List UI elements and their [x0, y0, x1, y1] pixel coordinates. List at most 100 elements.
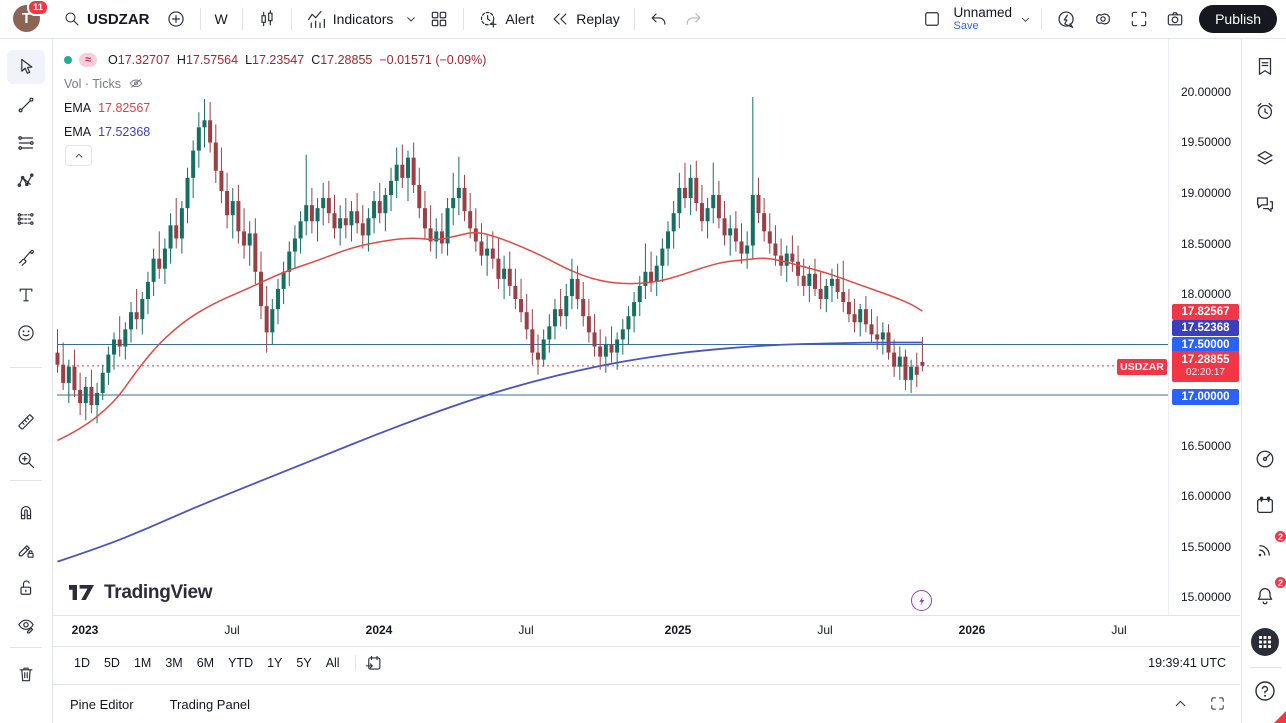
- object-tree-button[interactable]: [1249, 142, 1281, 174]
- go-to-date-button[interactable]: [364, 654, 383, 673]
- bar-countdown: 02:20:17: [1186, 367, 1225, 379]
- compare-add-symbol-button[interactable]: [158, 4, 194, 34]
- pine-editor-tab[interactable]: Pine Editor: [70, 696, 134, 712]
- pattern-tool-button[interactable]: [7, 164, 45, 198]
- range-6m[interactable]: 6M: [196, 656, 215, 670]
- range-5d[interactable]: 5D: [103, 656, 120, 670]
- layout-name: Unnamed: [953, 4, 1013, 20]
- indicators-button[interactable]: Indicators: [298, 4, 402, 34]
- hotlists-button[interactable]: [1249, 443, 1281, 475]
- expand-panel-button[interactable]: [1172, 695, 1189, 712]
- toolbar-divider: [10, 367, 42, 368]
- maximize-panel-button[interactable]: [1209, 695, 1226, 712]
- redo-button[interactable]: [676, 4, 711, 34]
- remove-drawings-button[interactable]: [7, 657, 45, 691]
- range-3m[interactable]: 3M: [165, 656, 183, 670]
- watchlist-button[interactable]: [1249, 50, 1281, 82]
- tradingview-watermark[interactable]: TradingView: [68, 581, 213, 604]
- ohlc-row[interactable]: ≈ O17.32707 H17.57564 L17.23547 C17.2885…: [64, 49, 486, 70]
- ema-blue-row[interactable]: EMA 17.52368: [64, 121, 486, 142]
- layout-manager-button[interactable]: [914, 4, 950, 34]
- price-axis[interactable]: 20.00000 19.50000 19.00000 18.50000 18.0…: [1168, 39, 1240, 615]
- layout-dropdown-arrow[interactable]: [1016, 4, 1035, 34]
- close-label: C: [311, 52, 321, 67]
- magnet-tool-button[interactable]: [7, 495, 45, 529]
- hide-drawings-button[interactable]: [7, 609, 45, 643]
- legend-collapse-button[interactable]: [65, 145, 92, 166]
- notifications-button[interactable]: 2: [1249, 575, 1286, 612]
- replay-button[interactable]: Replay: [542, 4, 628, 34]
- toolbar-divider: [633, 8, 635, 30]
- trend-line-tool-button[interactable]: [7, 88, 45, 122]
- watchlist-icon: [1258, 58, 1272, 75]
- range-all[interactable]: All: [325, 656, 340, 670]
- gear-icon: [1093, 9, 1113, 29]
- zoom-in-tool-button[interactable]: [7, 443, 45, 477]
- corner-notification-flag: [1274, 711, 1286, 723]
- eye-off-icon[interactable]: [128, 76, 144, 92]
- drawing-toolbar: [0, 39, 53, 723]
- ema-red-row[interactable]: EMA 17.82567: [64, 97, 486, 118]
- measure-tool-button[interactable]: [7, 405, 45, 439]
- ema-red-label: EMA: [64, 100, 92, 115]
- utc-clock[interactable]: 19:39:41 UTC: [1148, 656, 1226, 670]
- cursor-tool-button[interactable]: [7, 50, 45, 84]
- calendar-icon: [1257, 496, 1273, 513]
- last-price-label: 17.28855 02:20:17: [1172, 351, 1239, 382]
- symbol-search-button[interactable]: USDZAR: [55, 4, 158, 34]
- projection-tool-button[interactable]: [7, 202, 45, 236]
- emoji-tool-button[interactable]: [7, 316, 45, 350]
- alarm-clock-icon: [1257, 103, 1273, 119]
- alerts-panel-button[interactable]: [1249, 95, 1281, 127]
- price-tick: 15.00000: [1180, 590, 1231, 604]
- volume-row[interactable]: Vol · Ticks: [64, 73, 486, 94]
- brush-tool-button[interactable]: [7, 240, 45, 274]
- toolbar-divider: [10, 647, 42, 648]
- lock-drawings-button[interactable]: [7, 571, 45, 605]
- range-1d[interactable]: 1D: [74, 656, 90, 670]
- text-tool-button[interactable]: [7, 278, 45, 312]
- range-5y[interactable]: 5Y: [296, 656, 312, 670]
- user-avatar[interactable]: T 11: [13, 0, 49, 33]
- undo-button[interactable]: [641, 4, 676, 34]
- snapshot-camera-button[interactable]: [1157, 4, 1193, 34]
- alert-button[interactable]: Alert: [470, 4, 542, 34]
- calendar-button[interactable]: [1249, 489, 1281, 521]
- notification-count-badge: 11: [26, 0, 49, 16]
- bottom-status-bar: Pine Editor Trading Panel: [53, 684, 1240, 723]
- tradingview-logo-icon: [69, 585, 94, 600]
- trading-panel-tab[interactable]: Trading Panel: [169, 696, 251, 712]
- range-ytd[interactable]: YTD: [228, 656, 254, 670]
- ideas-stream-button[interactable]: 2: [1249, 529, 1286, 566]
- right-sidebar: 2 2: [1241, 39, 1286, 723]
- fib-retracement-tool-button[interactable]: [7, 126, 45, 160]
- save-link[interactable]: Save: [953, 20, 979, 33]
- chat-button[interactable]: [1249, 188, 1281, 220]
- apps-menu-button[interactable]: [1249, 626, 1281, 658]
- time-tick: Jul: [224, 623, 240, 637]
- quick-search-button[interactable]: [1048, 4, 1085, 34]
- price-tick: 16.50000: [1180, 439, 1231, 453]
- economic-event-icon[interactable]: [911, 590, 932, 611]
- multichart-layout-button[interactable]: [421, 4, 457, 34]
- drawing-mode-tool-button[interactable]: [7, 533, 45, 567]
- camera-icon: [1165, 9, 1185, 29]
- chart-style-button[interactable]: [249, 4, 285, 34]
- help-button[interactable]: [1249, 675, 1281, 707]
- fullscreen-button[interactable]: [1121, 4, 1157, 34]
- chart-settings-button[interactable]: [1085, 4, 1121, 34]
- range-1m[interactable]: 1M: [133, 656, 152, 670]
- layout-name-button[interactable]: Unnamed Save: [950, 4, 1017, 34]
- price-chart-canvas[interactable]: [53, 39, 1168, 615]
- range-1y[interactable]: 1Y: [267, 656, 283, 670]
- indicators-label: Indicators: [332, 11, 394, 27]
- fullscreen-icon: [1129, 9, 1149, 29]
- publish-button[interactable]: Publish: [1199, 5, 1277, 33]
- delayed-data-badge[interactable]: ≈: [79, 52, 98, 67]
- market-open-dot: [64, 55, 72, 64]
- indicators-dropdown-arrow[interactable]: [401, 4, 421, 34]
- time-axis[interactable]: 2023 Jul 2024 Jul 2025 Jul 2026 Jul: [53, 615, 1240, 646]
- timeframe-button[interactable]: W: [207, 4, 236, 34]
- low-value: 17.23547: [252, 52, 305, 67]
